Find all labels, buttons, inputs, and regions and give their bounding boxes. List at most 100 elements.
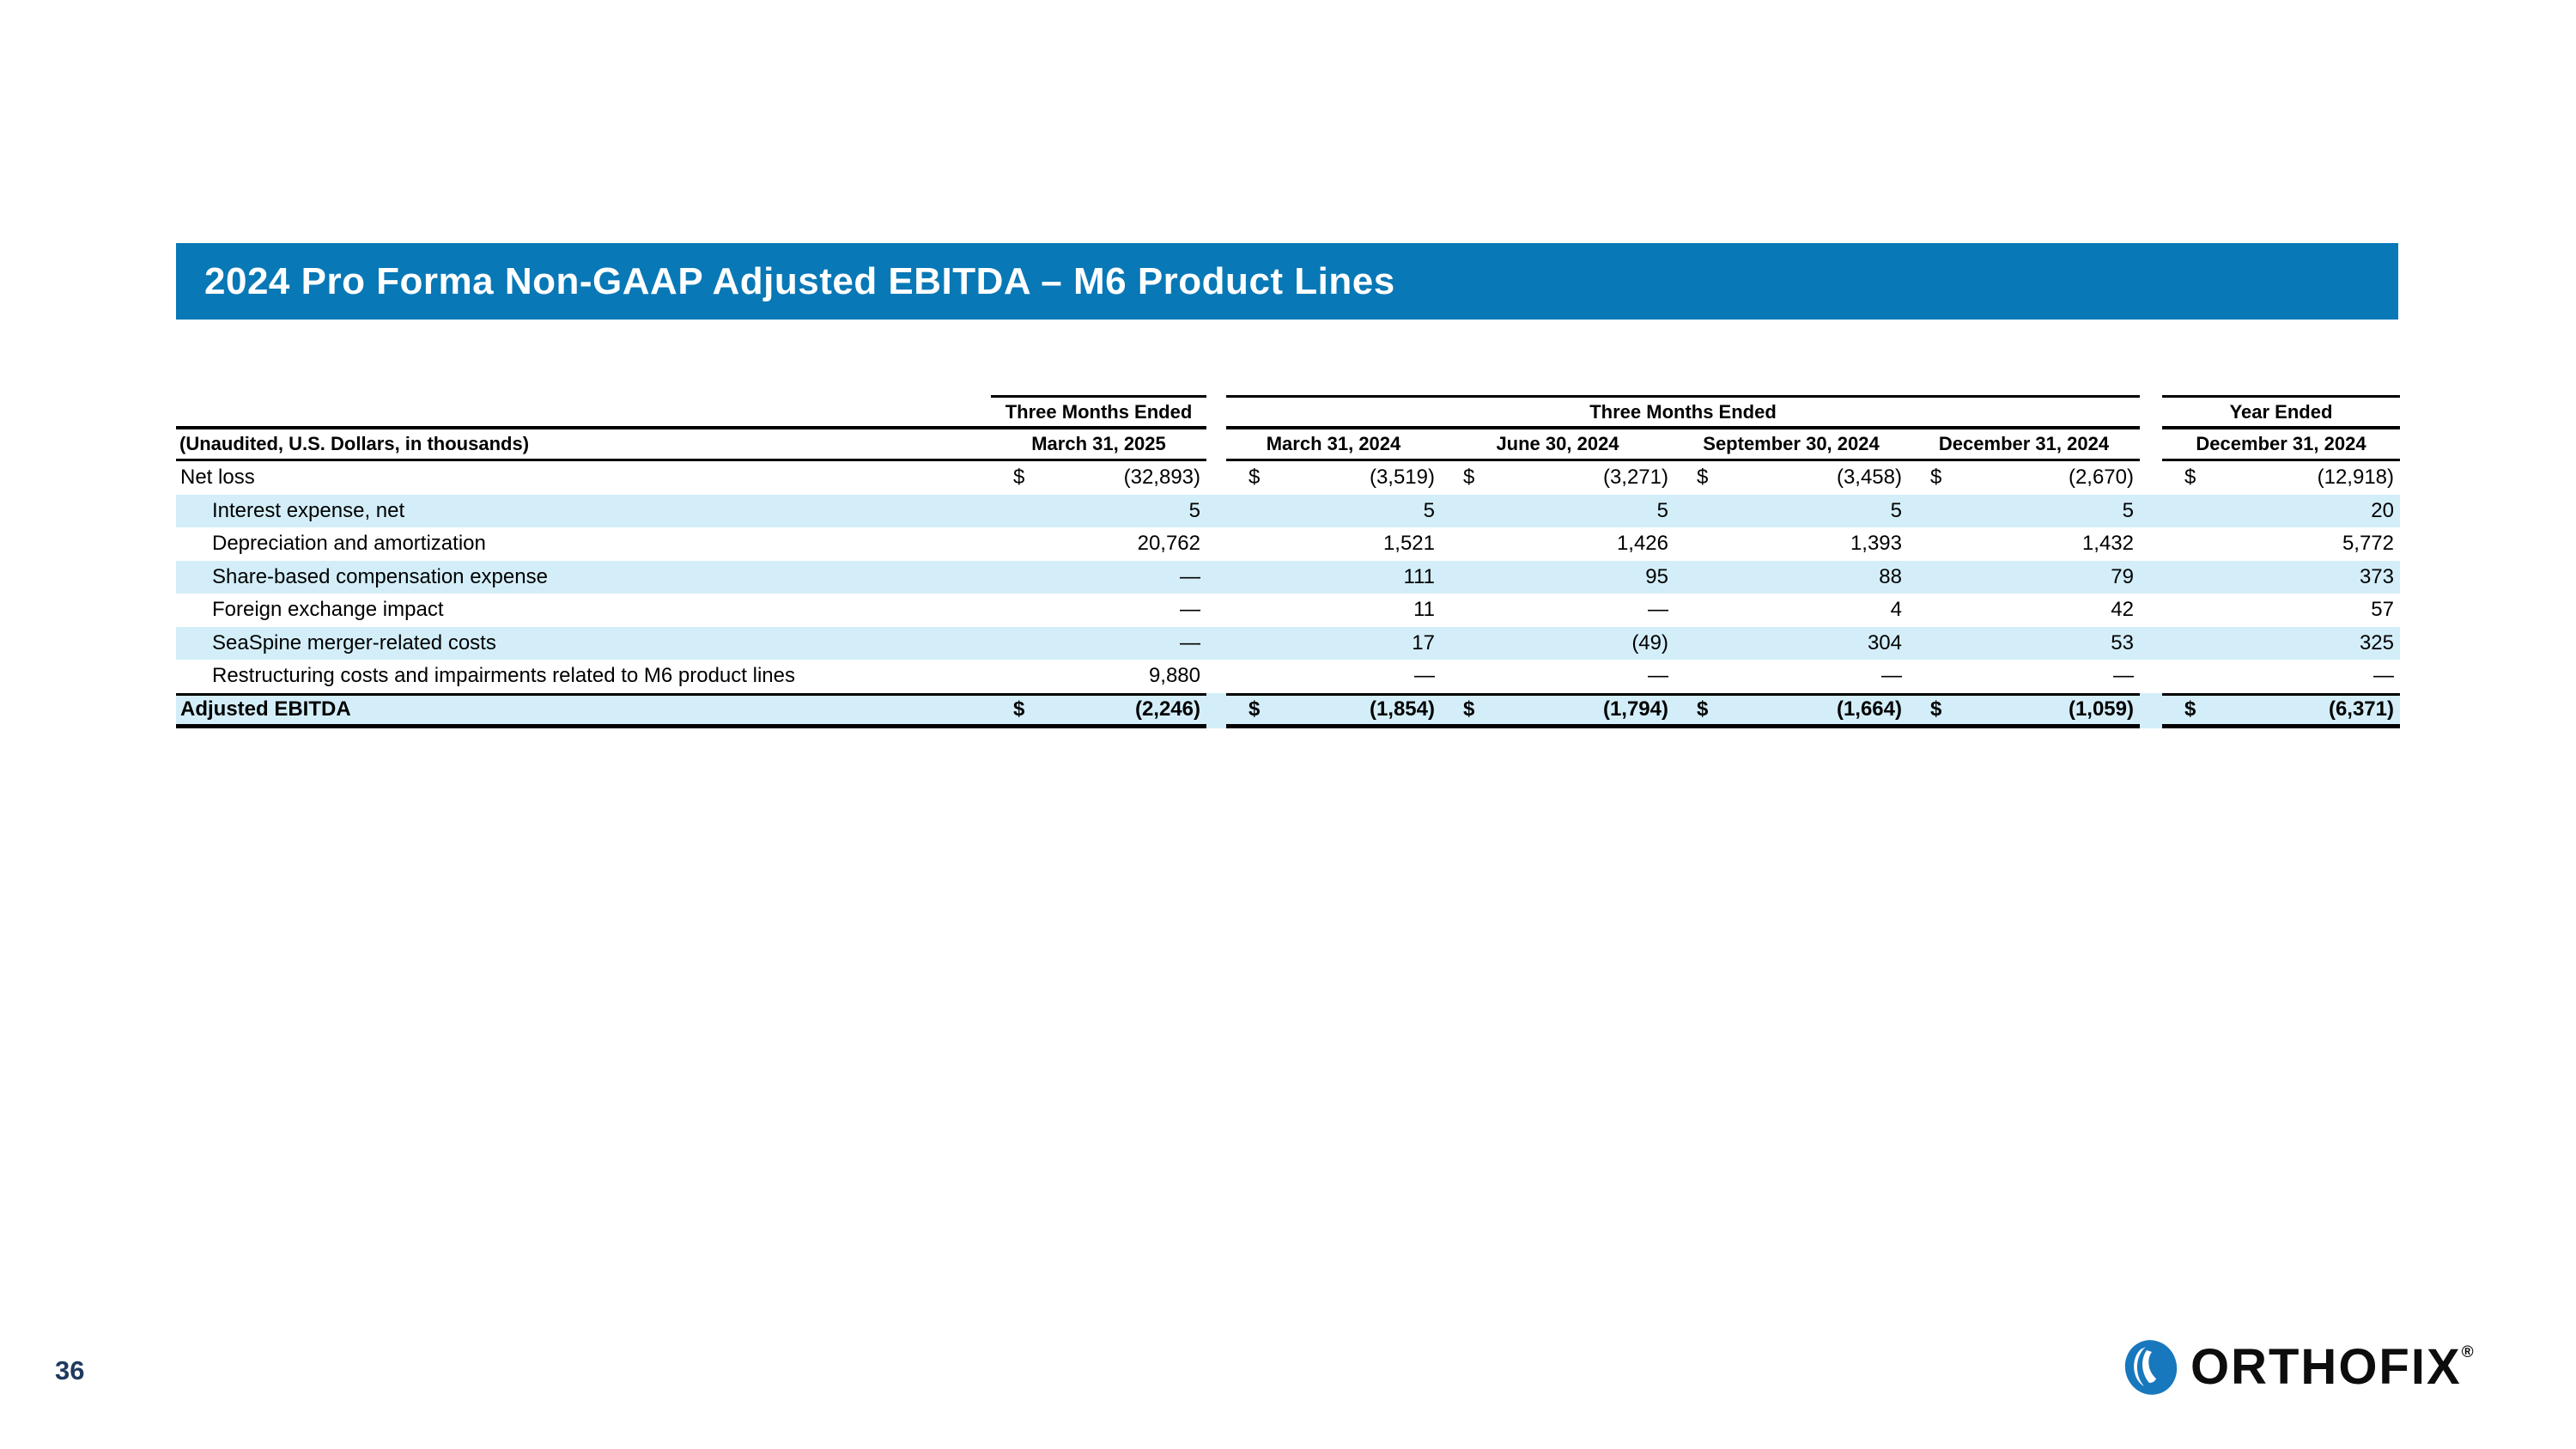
column-gap — [1206, 495, 1226, 528]
group-header-spacer — [176, 395, 991, 429]
column-gap — [1206, 594, 1226, 627]
value-cell: 42 — [2111, 598, 2134, 622]
value-cell: — — [1648, 664, 1668, 688]
orthofix-globe-icon — [2124, 1340, 2178, 1395]
table-row-depreciation-amortization: Depreciation and amortization 20,762 1,5… — [176, 527, 2400, 561]
value: (1,059) — [2068, 697, 2134, 721]
dollar-sign: $ — [2184, 697, 2196, 721]
row-label: Net loss — [180, 466, 255, 490]
dollar-sign: $ — [1249, 697, 1261, 721]
value: (12,918) — [2317, 466, 2394, 490]
column-gap — [1206, 395, 1226, 429]
dollar-sign: $ — [1013, 697, 1025, 721]
adjusted-ebitda-table: Three Months Ended Three Months Ended Ye… — [176, 395, 2400, 728]
table-row-share-based-compensation: Share-based compensation expense — 111 9… — [176, 560, 2400, 594]
value-cell: $ (1,664) — [1674, 692, 1908, 728]
row-label: Foreign exchange impact — [212, 598, 444, 622]
row-label: Restructuring costs and impairments rela… — [212, 664, 795, 688]
value: (3,271) — [1602, 466, 1668, 490]
dollar-sign: $ — [1697, 466, 1709, 490]
column-gap — [2140, 660, 2162, 693]
value-cell: 1,521 — [1382, 532, 1435, 556]
value: (3,519) — [1369, 466, 1435, 490]
column-gap — [2140, 561, 2162, 594]
value-cell: $ (1,059) — [1908, 692, 2140, 728]
row-label: Depreciation and amortization — [212, 532, 486, 556]
value-cell: $ (1,794) — [1441, 692, 1674, 728]
value-cell: 325 — [2359, 630, 2394, 654]
value-cell: — — [1414, 664, 1435, 688]
value-cell: — — [2113, 664, 2134, 688]
table-row-interest-expense: Interest expense, net 5 5 5 5 5 20 — [176, 494, 2400, 528]
registered-trademark-symbol: ® — [2461, 1343, 2474, 1361]
column-gap — [2140, 594, 2162, 627]
value-cell: $ (1,854) — [1226, 692, 1441, 728]
table-row-adjusted-ebitda: Adjusted EBITDA $ (2,246) $ (1,854) $ (1,79… — [176, 692, 2400, 728]
value-cell: $ (3,458) — [1674, 461, 1908, 495]
value-cell: $ (3,271) — [1441, 461, 1674, 495]
value: (2,246) — [1134, 697, 1200, 721]
dollar-sign: $ — [1013, 466, 1025, 490]
dollar-sign: $ — [1930, 697, 1942, 721]
value: (2,670) — [2068, 466, 2134, 490]
value-cell: 20 — [2371, 498, 2394, 522]
value-cell: $ (32,893) — [991, 461, 1206, 495]
value-cell: 11 — [1413, 598, 1435, 622]
row-label: Share-based compensation expense — [212, 564, 548, 588]
value-cell: $ (2,246) — [991, 692, 1206, 728]
value: (1,794) — [1602, 697, 1668, 721]
slide-title: 2024 Pro Forma Non-GAAP Adjusted EBITDA … — [204, 259, 1395, 302]
orthofix-wordmark: ORTHOFIX — [2190, 1339, 2462, 1395]
value-cell: 95 — [1645, 564, 1668, 588]
column-gap — [1206, 627, 1226, 661]
column-gap — [1206, 561, 1226, 594]
value-cell: 53 — [2111, 630, 2134, 654]
dollar-sign: $ — [1249, 466, 1261, 490]
value-cell: 5,772 — [2342, 532, 2394, 556]
page-number: 36 — [55, 1355, 85, 1385]
value: (3,458) — [1836, 466, 1902, 490]
value-cell: 9,880 — [1148, 664, 1200, 688]
column-group-2024-quarters: Three Months Ended — [1226, 395, 2140, 429]
value-cell: 88 — [1879, 564, 1902, 588]
column-gap — [1206, 429, 1226, 461]
column-gap — [2140, 429, 2162, 461]
table-row-net-loss: Net loss $ (32,893) $ (3,519) $ (3,271) $ (3… — [176, 461, 2400, 495]
dollar-sign: $ — [1463, 466, 1475, 490]
dollar-sign: $ — [2184, 466, 2196, 490]
date-header-row: (Unaudited, U.S. Dollars, in thousands) … — [176, 429, 2400, 461]
value-cell: — — [1180, 630, 1200, 654]
column-gap — [1206, 693, 1226, 728]
date-header-jun-2024: June 30, 2024 — [1441, 429, 1674, 461]
table-row-seaspine-merger-costs: SeaSpine merger-related costs — 17 (49) … — [176, 626, 2400, 661]
column-gap — [1206, 660, 1226, 693]
value-cell: 1,393 — [1850, 532, 1902, 556]
value: (1,664) — [1836, 697, 1902, 721]
value-cell: 1,432 — [2081, 532, 2134, 556]
value-cell: 5 — [2122, 498, 2134, 522]
column-gap — [2140, 395, 2162, 429]
date-header-mar-2025: March 31, 2025 — [991, 429, 1206, 461]
value: (6,371) — [2328, 697, 2394, 721]
value-cell: 57 — [2371, 598, 2394, 622]
table-note: (Unaudited, U.S. Dollars, in thousands) — [176, 429, 991, 461]
value-cell: — — [1180, 564, 1200, 588]
row-label: Adjusted EBITDA — [176, 692, 991, 728]
value-cell: 373 — [2359, 564, 2394, 588]
value-cell: 5 — [1188, 498, 1200, 522]
column-gap — [2140, 527, 2162, 561]
value-cell: — — [1648, 598, 1668, 622]
value-cell: 79 — [2111, 564, 2134, 588]
date-header-mar-2024: March 31, 2024 — [1226, 429, 1441, 461]
value-cell: $ (3,519) — [1226, 461, 1441, 495]
dollar-sign: $ — [1697, 697, 1709, 721]
value: (1,854) — [1369, 697, 1435, 721]
row-label: SeaSpine merger-related costs — [212, 630, 496, 654]
column-gap — [2140, 627, 2162, 661]
date-header-year-dec-2024: December 31, 2024 — [2162, 429, 2400, 461]
column-gap — [2140, 495, 2162, 528]
column-group-year-ended: Year Ended — [2162, 395, 2400, 429]
value-cell: 4 — [1890, 598, 1902, 622]
value-cell: 304 — [1867, 630, 1902, 654]
value-cell: $ (6,371) — [2162, 692, 2400, 728]
